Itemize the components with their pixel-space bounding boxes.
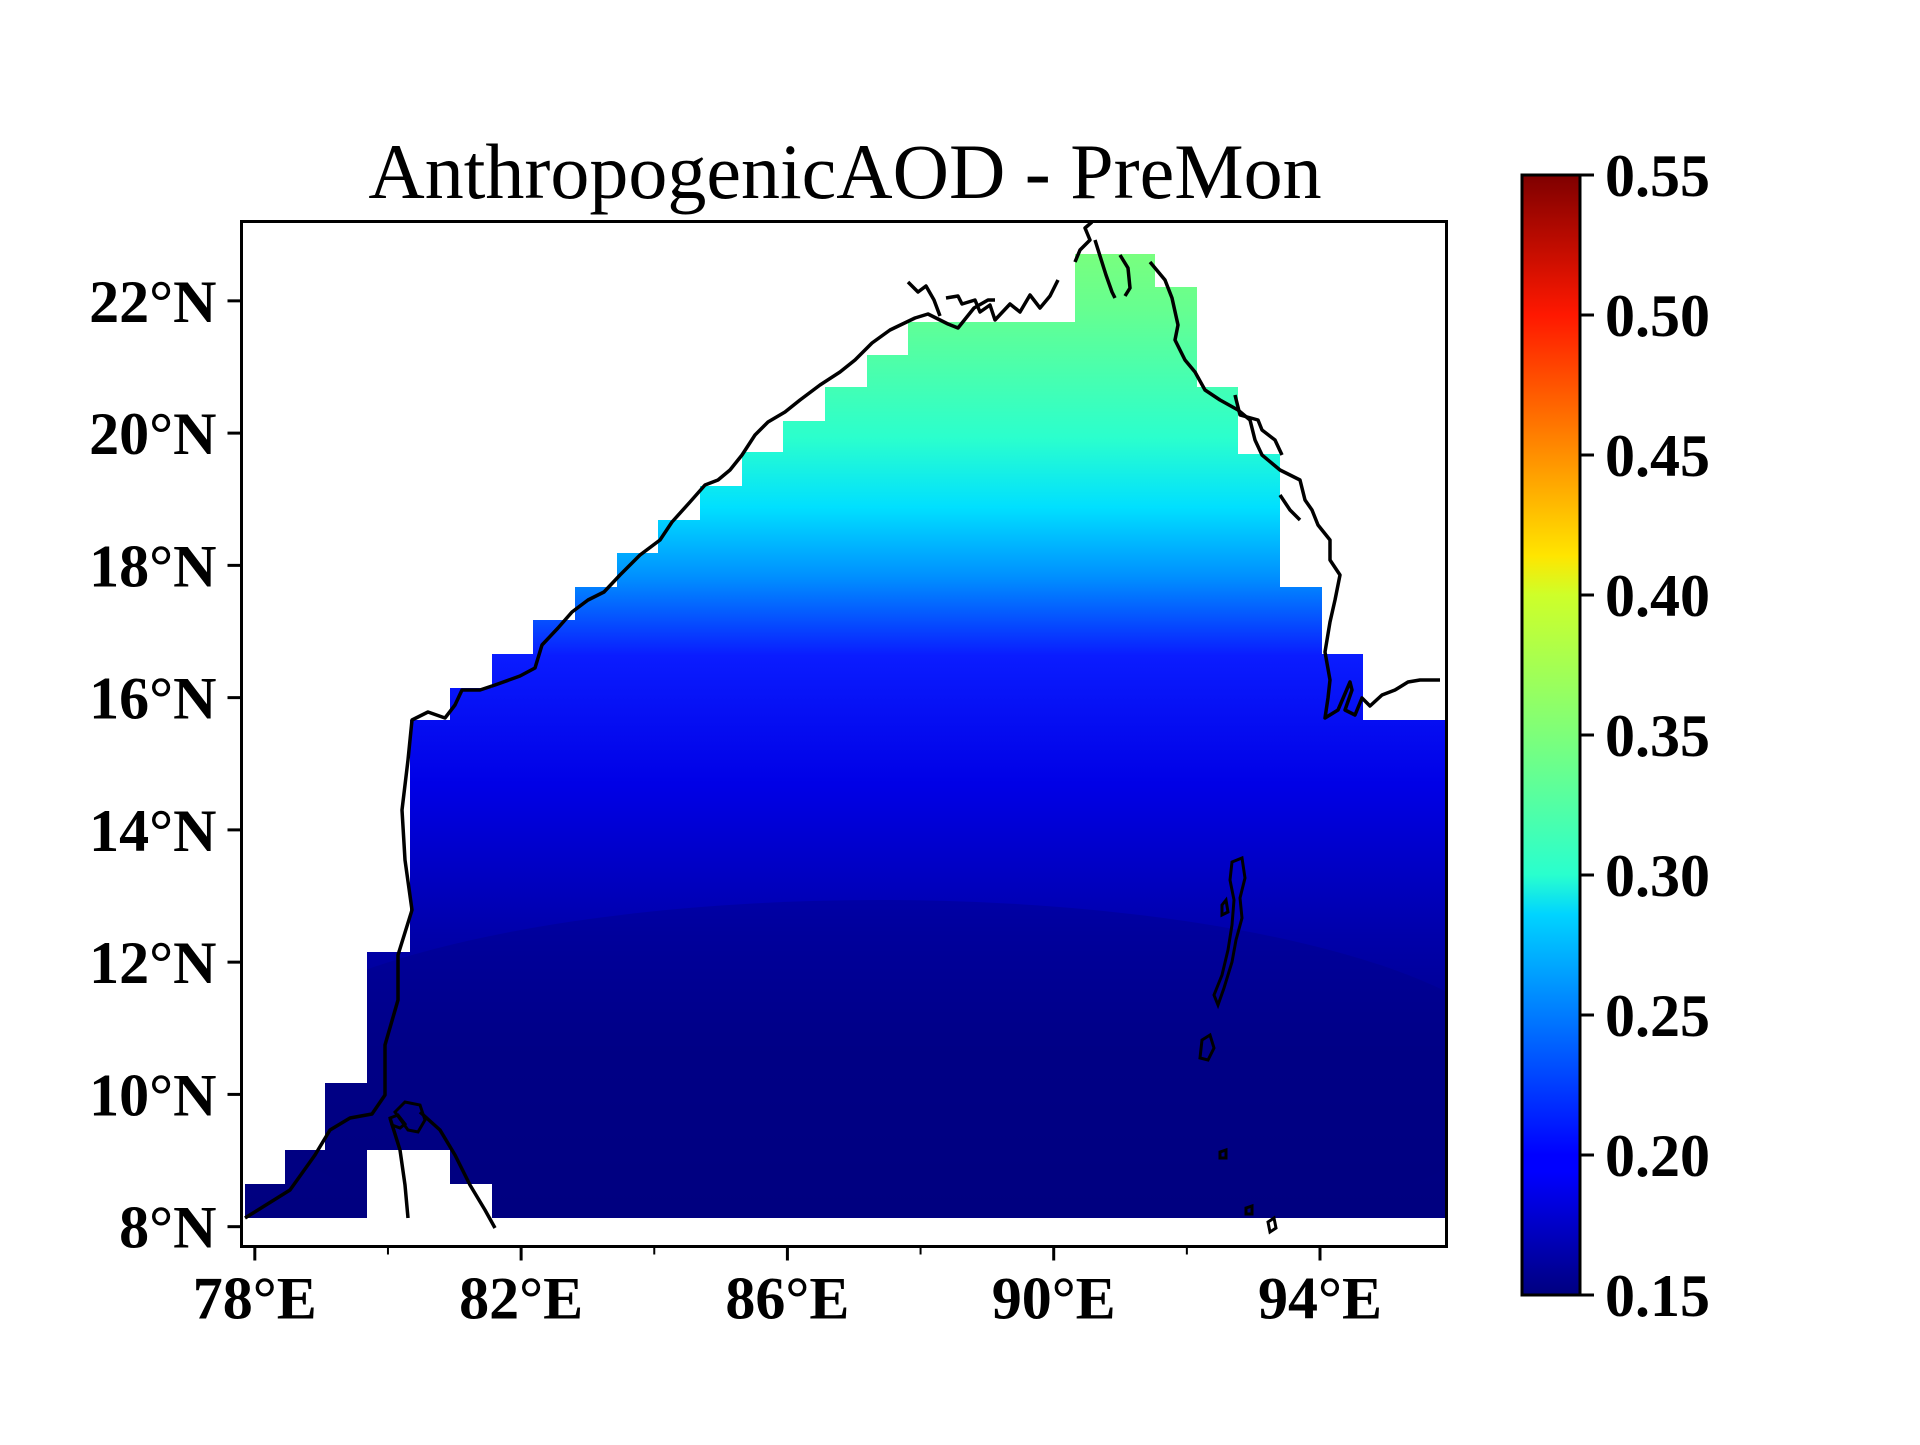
- y-tick-label: 8°N: [119, 1195, 216, 1261]
- colorbar-tick-label: 0.20: [1605, 1123, 1710, 1189]
- y-tick-label: 22°N: [89, 269, 216, 335]
- colorbar-gradient: [1520, 173, 1582, 1297]
- colorbar: 0.15 0.20 0.25 0.30 0.35 0.40 0.45 0.50 0.55: [1520, 143, 1710, 1329]
- y-tick-label: 10°N: [89, 1062, 216, 1128]
- x-tick-label: 78°E: [193, 1266, 317, 1332]
- colorbar-ticks: 0.15 0.20 0.25 0.30 0.35 0.40 0.45 0.50 0.55: [1580, 143, 1710, 1329]
- x-tick-label: 90°E: [992, 1266, 1116, 1332]
- y-tick-label: 14°N: [89, 798, 216, 864]
- colorbar-tick-label: 0.15: [1605, 1263, 1710, 1329]
- islands: [388, 855, 1278, 1235]
- y-tick-label: 12°N: [89, 930, 216, 996]
- x-tick-label: 82°E: [459, 1266, 583, 1332]
- x-tick-label: 94°E: [1258, 1266, 1382, 1332]
- colorbar-tick-label: 0.55: [1605, 143, 1710, 209]
- colorbar-tick-label: 0.40: [1605, 563, 1710, 629]
- colorbar-tick-label: 0.45: [1605, 423, 1710, 489]
- x-axis: 78°E 82°E 86°E 90°E 94°E: [193, 1246, 1382, 1332]
- y-tick-label: 18°N: [89, 533, 216, 599]
- map-title: AnthropogenicAOD - PreMon: [368, 128, 1321, 215]
- coastline: [244, 220, 1440, 1229]
- colorbar-tick-label: 0.50: [1605, 283, 1710, 349]
- y-tick-label: 16°N: [89, 666, 216, 732]
- colorbar-tick-label: 0.25: [1605, 983, 1710, 1049]
- x-tick-label: 86°E: [725, 1266, 849, 1332]
- map-frame: [240, 220, 1448, 1248]
- y-tick-label: 20°N: [89, 401, 216, 467]
- y-axis: 8°N 10°N 12°N 14°N 16°N 18°N 20°N 22°N: [89, 269, 242, 1261]
- colorbar-tick-label: 0.35: [1605, 703, 1710, 769]
- colorbar-tick-label: 0.30: [1605, 843, 1710, 909]
- aod-field: [245, 254, 1446, 1218]
